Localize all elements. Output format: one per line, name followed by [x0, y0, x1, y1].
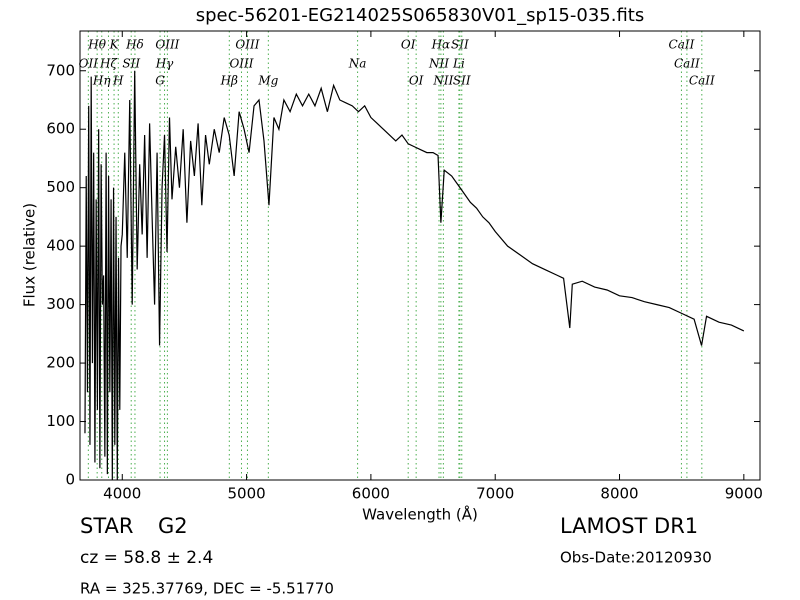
x-tick-label: 8000	[600, 485, 638, 503]
y-axis-label: Flux (relative)	[21, 203, 39, 307]
coordinates: RA = 325.37769, DEC = -5.51770	[80, 580, 334, 598]
spectral-line-label: K	[109, 38, 120, 52]
spectral-line-label: SII	[122, 57, 140, 71]
spectral-line-label: Na	[348, 57, 367, 71]
spectral-line-label: Mg	[257, 74, 278, 88]
y-tick-label: 100	[46, 412, 75, 430]
spectral-line-label: NII	[428, 57, 449, 71]
y-tick-label: 400	[46, 237, 75, 255]
x-tick-label: 4000	[103, 485, 141, 503]
obs-date: Obs-Date:20120930	[560, 549, 712, 567]
spectral-line-label: Hδ	[125, 38, 144, 52]
x-tick-label: 5000	[227, 485, 265, 503]
spectrum-line	[84, 70, 745, 480]
y-tick-label: 0	[65, 471, 75, 489]
x-axis-label: Wavelength (Å)	[362, 505, 478, 524]
spectral-line-label: OIII	[235, 38, 259, 52]
spectral-line-label: OII	[79, 57, 99, 71]
y-tick-label: 200	[46, 354, 75, 372]
spectral-line-label: Hθ	[87, 38, 106, 52]
y-tick-label: 700	[46, 61, 75, 79]
spectral-line-label: OI	[401, 38, 416, 52]
spectral-line-label: SII	[453, 74, 471, 88]
spectral-line-label: Li	[452, 57, 465, 71]
spectral-line-label: Hζ	[99, 57, 118, 71]
spectral-line-label: Hη	[92, 74, 111, 88]
y-tick-label: 600	[46, 120, 75, 138]
y-tick-label: 300	[46, 295, 75, 313]
spectral-line-label: Hα	[431, 38, 451, 52]
star-class: STAR	[80, 514, 133, 538]
spectral-line-label: OIII	[155, 38, 179, 52]
survey: LAMOST DR1	[560, 514, 698, 538]
spectral-line-label: OI	[409, 74, 424, 88]
x-tick-label: 9000	[725, 485, 763, 503]
x-tick-label: 7000	[476, 485, 514, 503]
spectral-line-label: NII	[432, 74, 453, 88]
spectral-line-label: G	[155, 74, 165, 88]
y-tick-label: 500	[46, 178, 75, 196]
spectral-line-label: Hγ	[155, 57, 174, 71]
spectral-line-label: CaII	[689, 74, 715, 88]
spectral-line-label: H	[112, 74, 124, 88]
star-subclass: G2	[158, 514, 188, 538]
spectral-line-label: CaII	[674, 57, 700, 71]
spectral-line-label: SII	[451, 38, 469, 52]
x-tick-label: 6000	[352, 485, 390, 503]
redshift: cz = 58.8 ± 2.4	[80, 548, 213, 568]
spectral-line-label: CaII	[669, 38, 695, 52]
chart-title: spec-56201-EG214025S065830V01_sp15-035.f…	[196, 5, 644, 26]
plot-frame	[79, 30, 761, 481]
spectral-line-label: OIII	[229, 57, 253, 71]
spectral-line-label: Hβ	[220, 74, 238, 88]
